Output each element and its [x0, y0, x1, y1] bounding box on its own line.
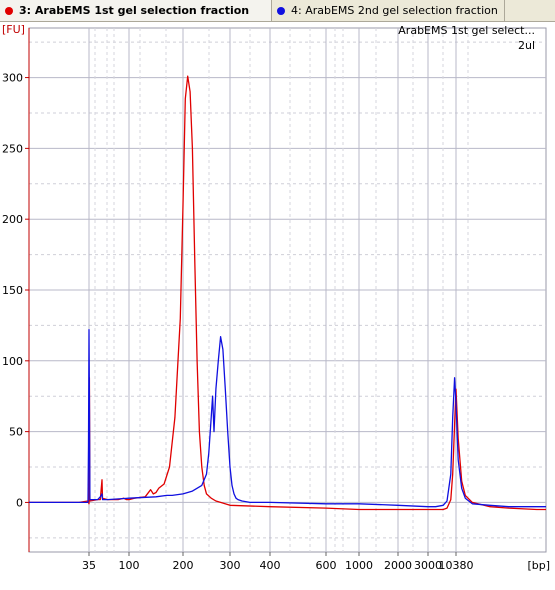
x-tick-label: 2000: [384, 559, 412, 572]
x-axis-label: [bp]: [527, 559, 550, 572]
x-tick-label: 200: [173, 559, 194, 572]
x-tick-label: 100: [119, 559, 140, 572]
x-tick-label: 400: [260, 559, 281, 572]
y-tick-label: 300: [2, 72, 23, 85]
sample-tab-2[interactable]: 4: ArabEMS 2nd gel selection fraction: [272, 0, 505, 21]
x-tick-label: 35: [82, 559, 96, 572]
x-tick-label: 10380: [439, 559, 474, 572]
sample-tab-label: 4: ArabEMS 2nd gel selection fraction: [291, 4, 498, 17]
x-tick-label: 3000: [414, 559, 442, 572]
sample-tab-bar: 3: ArabEMS 1st gel selection fraction 4: …: [0, 0, 555, 22]
y-tick-label: 150: [2, 284, 23, 297]
chart-subtitle: 2ul: [518, 39, 535, 52]
electropherogram-chart: 0 50 100 150 200 250 300 35 100 200 300 400 600 1000 2…: [0, 22, 555, 586]
series-line-4: [29, 329, 546, 508]
y-tick-label: 0: [16, 496, 23, 509]
x-tick-label: 1000: [345, 559, 373, 572]
sample-tab-1[interactable]: 3: ArabEMS 1st gel selection fraction: [0, 0, 272, 21]
x-tick-label: 300: [220, 559, 241, 572]
sample-color-dot-icon: [277, 6, 285, 15]
x-tick-label: 600: [316, 559, 337, 572]
y-tick-label: 250: [2, 142, 23, 155]
y-tick-label: 200: [2, 213, 23, 226]
y-tick-label: 50: [9, 426, 23, 439]
chart-title: ArabEMS 1st gel select...: [398, 24, 535, 37]
chart-svg: 0 50 100 150 200 250 300 35 100 200 300 400 600 1000 2…: [2, 23, 550, 572]
sample-tab-label: 3: ArabEMS 1st gel selection fraction: [19, 4, 250, 17]
y-axis-label: [FU]: [2, 23, 25, 36]
sample-color-dot-icon: [5, 6, 13, 15]
y-tick-label: 100: [2, 355, 23, 368]
